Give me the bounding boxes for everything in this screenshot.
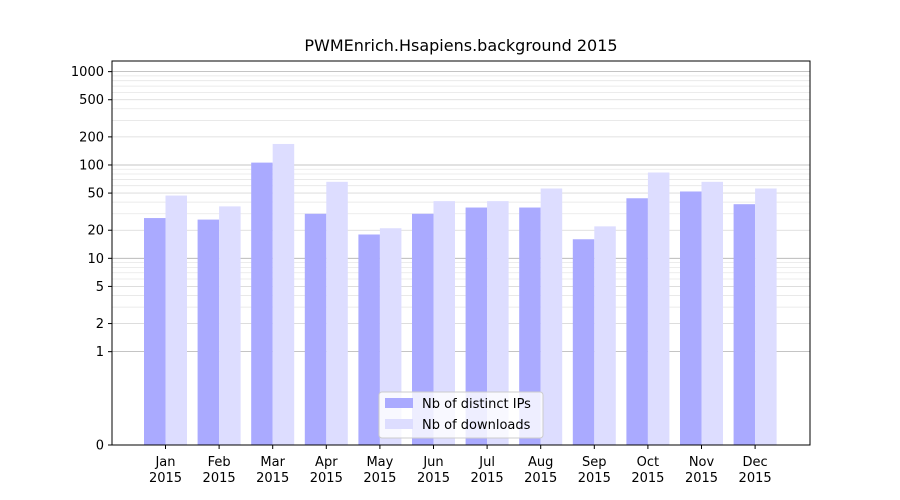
- legend-label: Nb of distinct IPs: [422, 397, 531, 412]
- bar-distinct-ips: [144, 218, 166, 445]
- bar-distinct-ips: [680, 191, 702, 445]
- y-tick-label: 200: [79, 130, 104, 145]
- x-tick-label-year: 2015: [310, 471, 343, 486]
- bar-downloads: [165, 195, 187, 445]
- legend-label: Nb of downloads: [422, 418, 531, 433]
- bar-distinct-ips: [304, 213, 327, 445]
- bar-downloads: [594, 226, 616, 445]
- y-tick-label: 5: [96, 280, 104, 295]
- x-tick-label-month: Dec: [743, 455, 768, 470]
- bar-downloads: [755, 188, 777, 445]
- x-tick-label-month: Feb: [208, 455, 231, 470]
- y-tick-label: 10: [87, 252, 104, 267]
- bar-downloads: [379, 228, 402, 445]
- x-tick-label-year: 2015: [739, 471, 772, 486]
- bar-distinct-ips: [197, 219, 220, 445]
- y-tick-label: 0: [96, 439, 104, 454]
- bar-distinct-ips: [572, 239, 595, 445]
- x-tick-label-month: Jan: [154, 455, 175, 470]
- legend-box: [378, 391, 544, 439]
- bar-distinct-ips: [465, 207, 488, 445]
- x-tick-label-year: 2015: [524, 471, 557, 486]
- y-tick-label: 20: [87, 224, 104, 239]
- bar-downloads: [487, 201, 509, 445]
- bar-distinct-ips: [626, 198, 648, 445]
- bar-downloads: [272, 143, 295, 445]
- bar-downloads: [326, 181, 348, 445]
- chart-title: PWMEnrich.Hsapiens.background 2015: [304, 36, 617, 55]
- y-tick-label: 100: [79, 158, 104, 173]
- x-tick-label-month: Apr: [315, 455, 338, 470]
- x-tick-label-month: Oct: [637, 455, 659, 470]
- bar-distinct-ips: [412, 213, 434, 445]
- y-axis: 0 1 2 5 10 20 50 100 200 500 1000: [71, 65, 112, 454]
- y-tick-label: 1: [96, 345, 104, 360]
- x-tick-label-year: 2015: [203, 471, 236, 486]
- bar-distinct-ips: [358, 234, 380, 445]
- x-tick-label-month: May: [366, 455, 393, 470]
- x-tick-label-month: Jul: [478, 455, 495, 470]
- x-tick-label-year: 2015: [363, 471, 396, 486]
- y-tick-label: 1000: [71, 65, 104, 80]
- bar-downloads: [701, 181, 723, 445]
- x-tick-label-year: 2015: [631, 471, 664, 486]
- x-tick-label-year: 2015: [471, 471, 504, 486]
- bar-downloads: [433, 201, 455, 445]
- bars: [144, 143, 777, 446]
- y-tick-label: 500: [79, 93, 104, 108]
- y-tick-label: 2: [96, 317, 104, 332]
- x-tick-label-year: 2015: [149, 471, 182, 486]
- x-tick-label-year: 2015: [256, 471, 289, 486]
- y-tick-label: 50: [87, 187, 104, 202]
- legend-swatch: [385, 398, 413, 408]
- x-tick-label-month: Jun: [422, 455, 443, 470]
- legend-swatch: [385, 419, 413, 429]
- plot-frame: [111, 60, 811, 446]
- bar-distinct-ips: [519, 207, 541, 445]
- bar-distinct-ips: [733, 204, 756, 445]
- x-tick-label-month: Mar: [260, 455, 285, 470]
- bar-downloads: [647, 172, 670, 446]
- x-tick-label-year: 2015: [685, 471, 718, 486]
- legend: Nb of distinct IPs Nb of downloads: [378, 391, 544, 439]
- x-tick-label-month: Nov: [689, 455, 715, 470]
- bar-downloads: [540, 188, 563, 445]
- x-tick-label-year: 2015: [417, 471, 450, 486]
- x-tick-label-month: Sep: [582, 455, 607, 470]
- bar-distinct-ips: [251, 162, 273, 445]
- x-tick-label-year: 2015: [578, 471, 611, 486]
- x-tick-label-month: Aug: [528, 455, 553, 470]
- x-axis: Jan2015Feb2015Mar2015Apr2015May2015Jun20…: [149, 445, 772, 486]
- bar-downloads: [219, 206, 241, 445]
